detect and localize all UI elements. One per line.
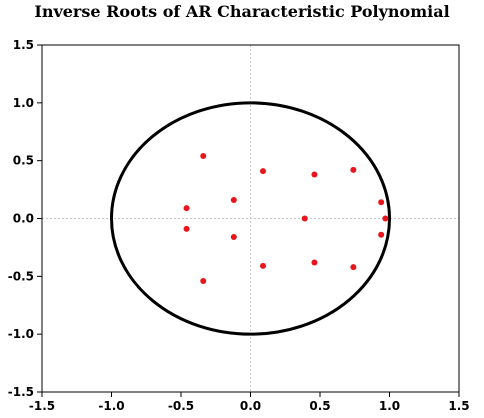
root-point: [230, 234, 237, 241]
y-tick-label: 1.5: [13, 38, 34, 52]
x-tick-label: 0.0: [240, 399, 261, 413]
x-tick-label: -1.0: [98, 399, 124, 413]
inverse-roots: [183, 153, 389, 284]
y-tick-label: 0.5: [13, 154, 34, 168]
root-point: [183, 205, 190, 212]
unit-circle: [110, 101, 391, 336]
root-point: [230, 196, 237, 203]
root-point: [350, 166, 357, 173]
root-point: [183, 225, 190, 232]
chart-title: Inverse Roots of AR Characteristic Polyn…: [34, 2, 450, 21]
y-tick-label: 1.0: [13, 96, 34, 110]
root-point: [260, 168, 267, 175]
root-point: [260, 262, 267, 269]
zero-gridlines: [42, 45, 459, 392]
root-point: [301, 215, 308, 222]
x-tick-label: 1.0: [379, 399, 400, 413]
x-axis: -1.5 -1.0 -0.5 0.0 0.5 1.0 1.5: [29, 392, 470, 413]
root-point: [200, 153, 207, 160]
y-tick-label: -1.5: [8, 385, 34, 399]
root-point: [378, 231, 385, 238]
y-tick-label: -0.5: [8, 269, 34, 283]
y-tick-label: -1.0: [8, 327, 34, 341]
y-tick-label: 0.0: [13, 212, 34, 226]
root-point: [311, 259, 318, 266]
x-tick-label: 1.5: [448, 399, 469, 413]
root-point: [382, 215, 389, 222]
y-axis: 1.5 1.0 0.5 0.0 -0.5 -1.0 -1.5: [8, 38, 42, 399]
root-point: [378, 199, 385, 206]
root-point: [311, 171, 318, 178]
x-tick-label: -1.5: [29, 399, 55, 413]
x-tick-label: 0.5: [309, 399, 330, 413]
x-tick-label: -0.5: [168, 399, 194, 413]
root-point: [350, 264, 357, 271]
root-point: [200, 277, 207, 284]
